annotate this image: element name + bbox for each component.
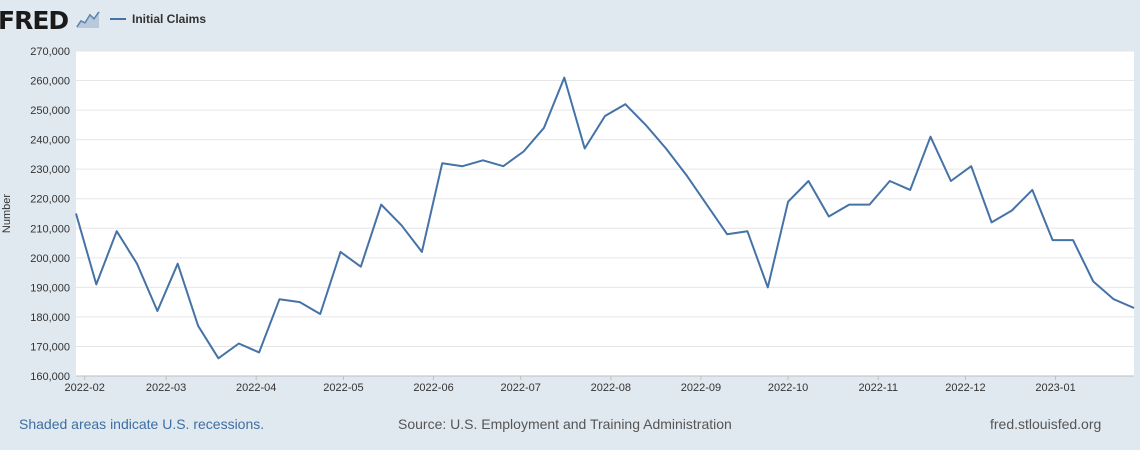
plot-area	[76, 51, 1134, 376]
y-tick-label: 230,000	[30, 164, 70, 176]
x-tick-label: 2022-05	[323, 382, 363, 394]
data-point	[1090, 278, 1096, 284]
y-tick-label: 270,000	[30, 46, 70, 58]
data-point	[358, 264, 364, 270]
data-point	[622, 101, 628, 107]
x-tick-label: 2022-09	[681, 382, 721, 394]
y-tick-label: 190,000	[30, 282, 70, 294]
data-point	[419, 249, 425, 255]
data-point	[989, 219, 995, 225]
data-point	[785, 199, 791, 205]
data-point	[663, 146, 669, 152]
site-url[interactable]: fred.stlouisfed.org	[990, 416, 1102, 432]
y-tick-label: 220,000	[30, 194, 70, 206]
x-tick-label: 2022-12	[945, 382, 985, 394]
data-point	[338, 249, 344, 255]
x-tick-label: 2022-07	[501, 382, 541, 394]
data-point	[378, 202, 384, 208]
data-point	[256, 349, 262, 355]
y-tick-label: 200,000	[30, 253, 70, 265]
data-point	[928, 134, 934, 140]
data-point	[602, 113, 608, 119]
data-point	[744, 228, 750, 234]
x-tick-label: 2022-10	[768, 382, 808, 394]
data-point	[114, 228, 120, 234]
data-point	[582, 146, 588, 152]
series-line-initial-claims	[75, 76, 1135, 360]
data-point	[297, 299, 303, 305]
fred-logo[interactable]: FRED	[0, 6, 69, 35]
data-point	[1070, 237, 1076, 243]
legend-label: Initial Claims	[132, 12, 207, 26]
y-tick-label: 210,000	[30, 223, 70, 235]
line-chart[interactable]: 160,000 170,000 180,000 190,000 200,000 210,0…	[0, 40, 1140, 400]
legend-swatch	[110, 18, 126, 20]
data-point	[215, 355, 221, 361]
fred-logo-graph-icon	[76, 9, 100, 29]
y-tick-label: 250,000	[30, 105, 70, 117]
y-tick-label: 160,000	[30, 371, 70, 383]
data-point	[399, 222, 405, 228]
source-text: Source: U.S. Employment and Training Adm…	[398, 416, 732, 432]
data-point	[134, 261, 140, 267]
data-point	[317, 311, 323, 317]
x-tick-label: 2022-06	[413, 382, 453, 394]
data-point	[276, 296, 282, 302]
data-point	[1009, 208, 1015, 214]
data-point	[948, 178, 954, 184]
y-tick-label: 180,000	[30, 312, 70, 324]
data-point	[521, 148, 527, 154]
data-point	[1111, 296, 1117, 302]
data-point	[236, 341, 242, 347]
data-point	[826, 213, 832, 219]
data-point	[765, 284, 771, 290]
data-point	[683, 172, 689, 178]
data-point	[73, 211, 79, 217]
legend[interactable]: Initial Claims	[110, 12, 206, 26]
x-tick-label: 2022-08	[591, 382, 631, 394]
y-axis-label: Number	[1, 194, 13, 233]
data-point	[1029, 187, 1035, 193]
data-point	[541, 125, 547, 131]
data-point	[805, 178, 811, 184]
data-point	[643, 122, 649, 128]
data-point	[846, 202, 852, 208]
chart-header: FRED Initial Claims	[0, 0, 1140, 40]
x-tick-label: 2022-03	[146, 382, 186, 394]
data-point	[968, 163, 974, 169]
recession-note-link[interactable]: Shaded areas indicate U.S. recessions.	[19, 416, 265, 432]
y-tick-label: 260,000	[30, 76, 70, 88]
data-point	[195, 323, 201, 329]
data-point	[867, 202, 873, 208]
x-tick-label: 2022-02	[65, 382, 105, 394]
data-point	[1050, 237, 1056, 243]
data-point	[175, 261, 181, 267]
data-point	[907, 187, 913, 193]
x-tick-label: 2022-11	[858, 382, 898, 394]
data-point	[460, 163, 466, 169]
data-point	[561, 75, 567, 81]
data-point	[704, 202, 710, 208]
data-point	[93, 281, 99, 287]
data-point	[887, 178, 893, 184]
x-tick-label: 2023-01	[1035, 382, 1075, 394]
data-point	[439, 160, 445, 166]
y-tick-label: 170,000	[30, 341, 70, 353]
data-point	[1131, 305, 1137, 311]
y-tick-label: 240,000	[30, 135, 70, 147]
x-tick-label: 2022-04	[236, 382, 276, 394]
data-point	[154, 308, 160, 314]
data-point	[480, 157, 486, 163]
data-point	[724, 231, 730, 237]
data-point	[500, 163, 506, 169]
